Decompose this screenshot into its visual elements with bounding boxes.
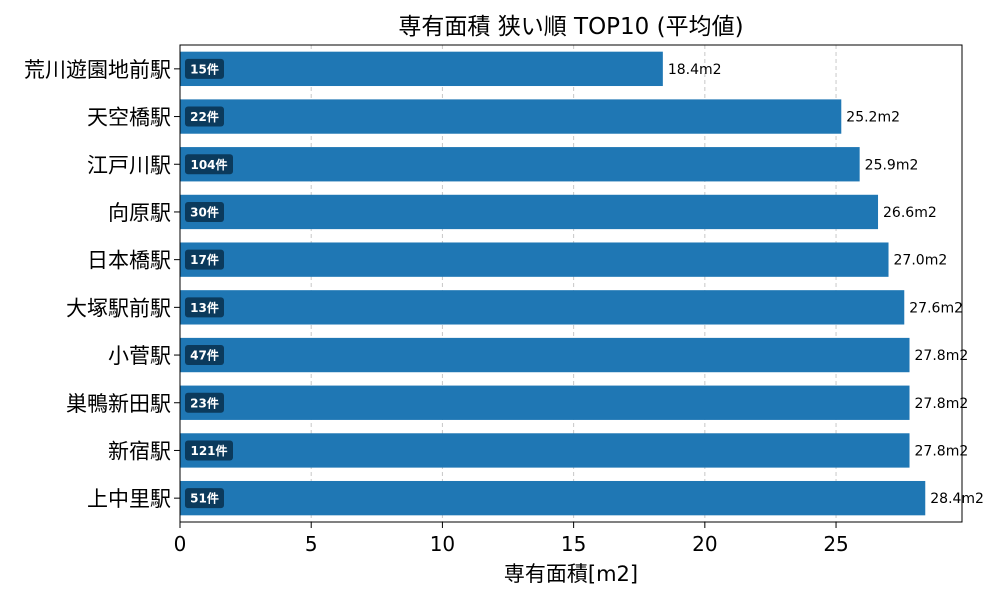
count-badge <box>185 440 233 461</box>
count-badge <box>185 392 224 413</box>
value-label: 27.8m2 <box>915 348 969 364</box>
value-label: 27.8m2 <box>915 396 969 412</box>
count-label: 13件 <box>190 300 219 315</box>
bar <box>180 51 663 87</box>
count-label: 15件 <box>190 61 219 76</box>
count-label: 17件 <box>190 252 219 267</box>
plot-frame <box>179 44 963 523</box>
value-label: 26.6m2 <box>883 205 937 221</box>
value-label: 28.4m2 <box>930 491 984 507</box>
bar <box>180 147 860 182</box>
count-label: 22件 <box>190 109 219 124</box>
bars: 18.4m2 15件 25.2m2 22件 25.9m2 104件 26.6m2 30件 27.… <box>180 51 984 516</box>
count-label: 47件 <box>190 348 219 363</box>
category-label: 天空橋駅 <box>87 106 171 130</box>
value-label: 27.8m2 <box>915 443 969 459</box>
value-label: 27.6m2 <box>909 300 963 316</box>
count-label: 104件 <box>190 157 227 172</box>
bar <box>180 99 842 134</box>
x-axis-label: 専有面積[m2] <box>504 562 638 586</box>
count-badge <box>185 58 224 79</box>
x-tick-label: 25 <box>823 532 848 556</box>
category-label: 巣鴨新田駅 <box>66 392 171 416</box>
count-badge <box>185 201 224 222</box>
bar <box>180 480 926 516</box>
category-label: 向原駅 <box>108 201 171 225</box>
category-label: 上中里駅 <box>87 487 171 511</box>
count-badge <box>185 345 224 366</box>
value-label: 25.2m2 <box>846 110 900 126</box>
x-tick-label: 20 <box>692 532 717 556</box>
category-label: 日本橋駅 <box>87 249 171 273</box>
bar <box>180 290 905 325</box>
count-badge <box>185 297 224 318</box>
count-label: 51件 <box>190 491 219 506</box>
category-label: 新宿駅 <box>108 439 171 463</box>
x-tick-label: 0 <box>174 532 187 556</box>
x-axis: 0 5 10 15 20 25 荒川遊園地前駅天空橋駅江戸川駅向原駅日本橋駅大塚駅前駅小菅駅… <box>24 58 849 556</box>
count-label: 121件 <box>190 443 227 458</box>
bar <box>180 385 910 420</box>
value-label: 25.9m2 <box>865 157 919 173</box>
category-label: 小菅駅 <box>108 344 171 368</box>
bar <box>180 194 879 230</box>
count-badge <box>185 249 224 270</box>
value-label: 27.0m2 <box>894 253 948 269</box>
bar <box>180 433 910 468</box>
count-badge <box>185 488 224 509</box>
x-tick-label: 10 <box>430 532 455 556</box>
count-badge <box>185 106 224 127</box>
count-label: 23件 <box>190 395 219 410</box>
x-tick-label: 15 <box>561 532 586 556</box>
count-label: 30件 <box>190 204 219 219</box>
value-label: 18.4m2 <box>668 62 722 78</box>
chart-title: 専有面積 狭い順 TOP10 (平均値) <box>398 14 743 40</box>
count-badge <box>185 154 233 175</box>
bar <box>180 242 889 277</box>
x-tick-label: 5 <box>305 532 318 556</box>
category-label: 荒川遊園地前駅 <box>24 58 171 82</box>
bar <box>180 337 910 373</box>
category-label: 大塚駅前駅 <box>66 296 171 320</box>
category-label: 江戸川駅 <box>87 153 171 177</box>
